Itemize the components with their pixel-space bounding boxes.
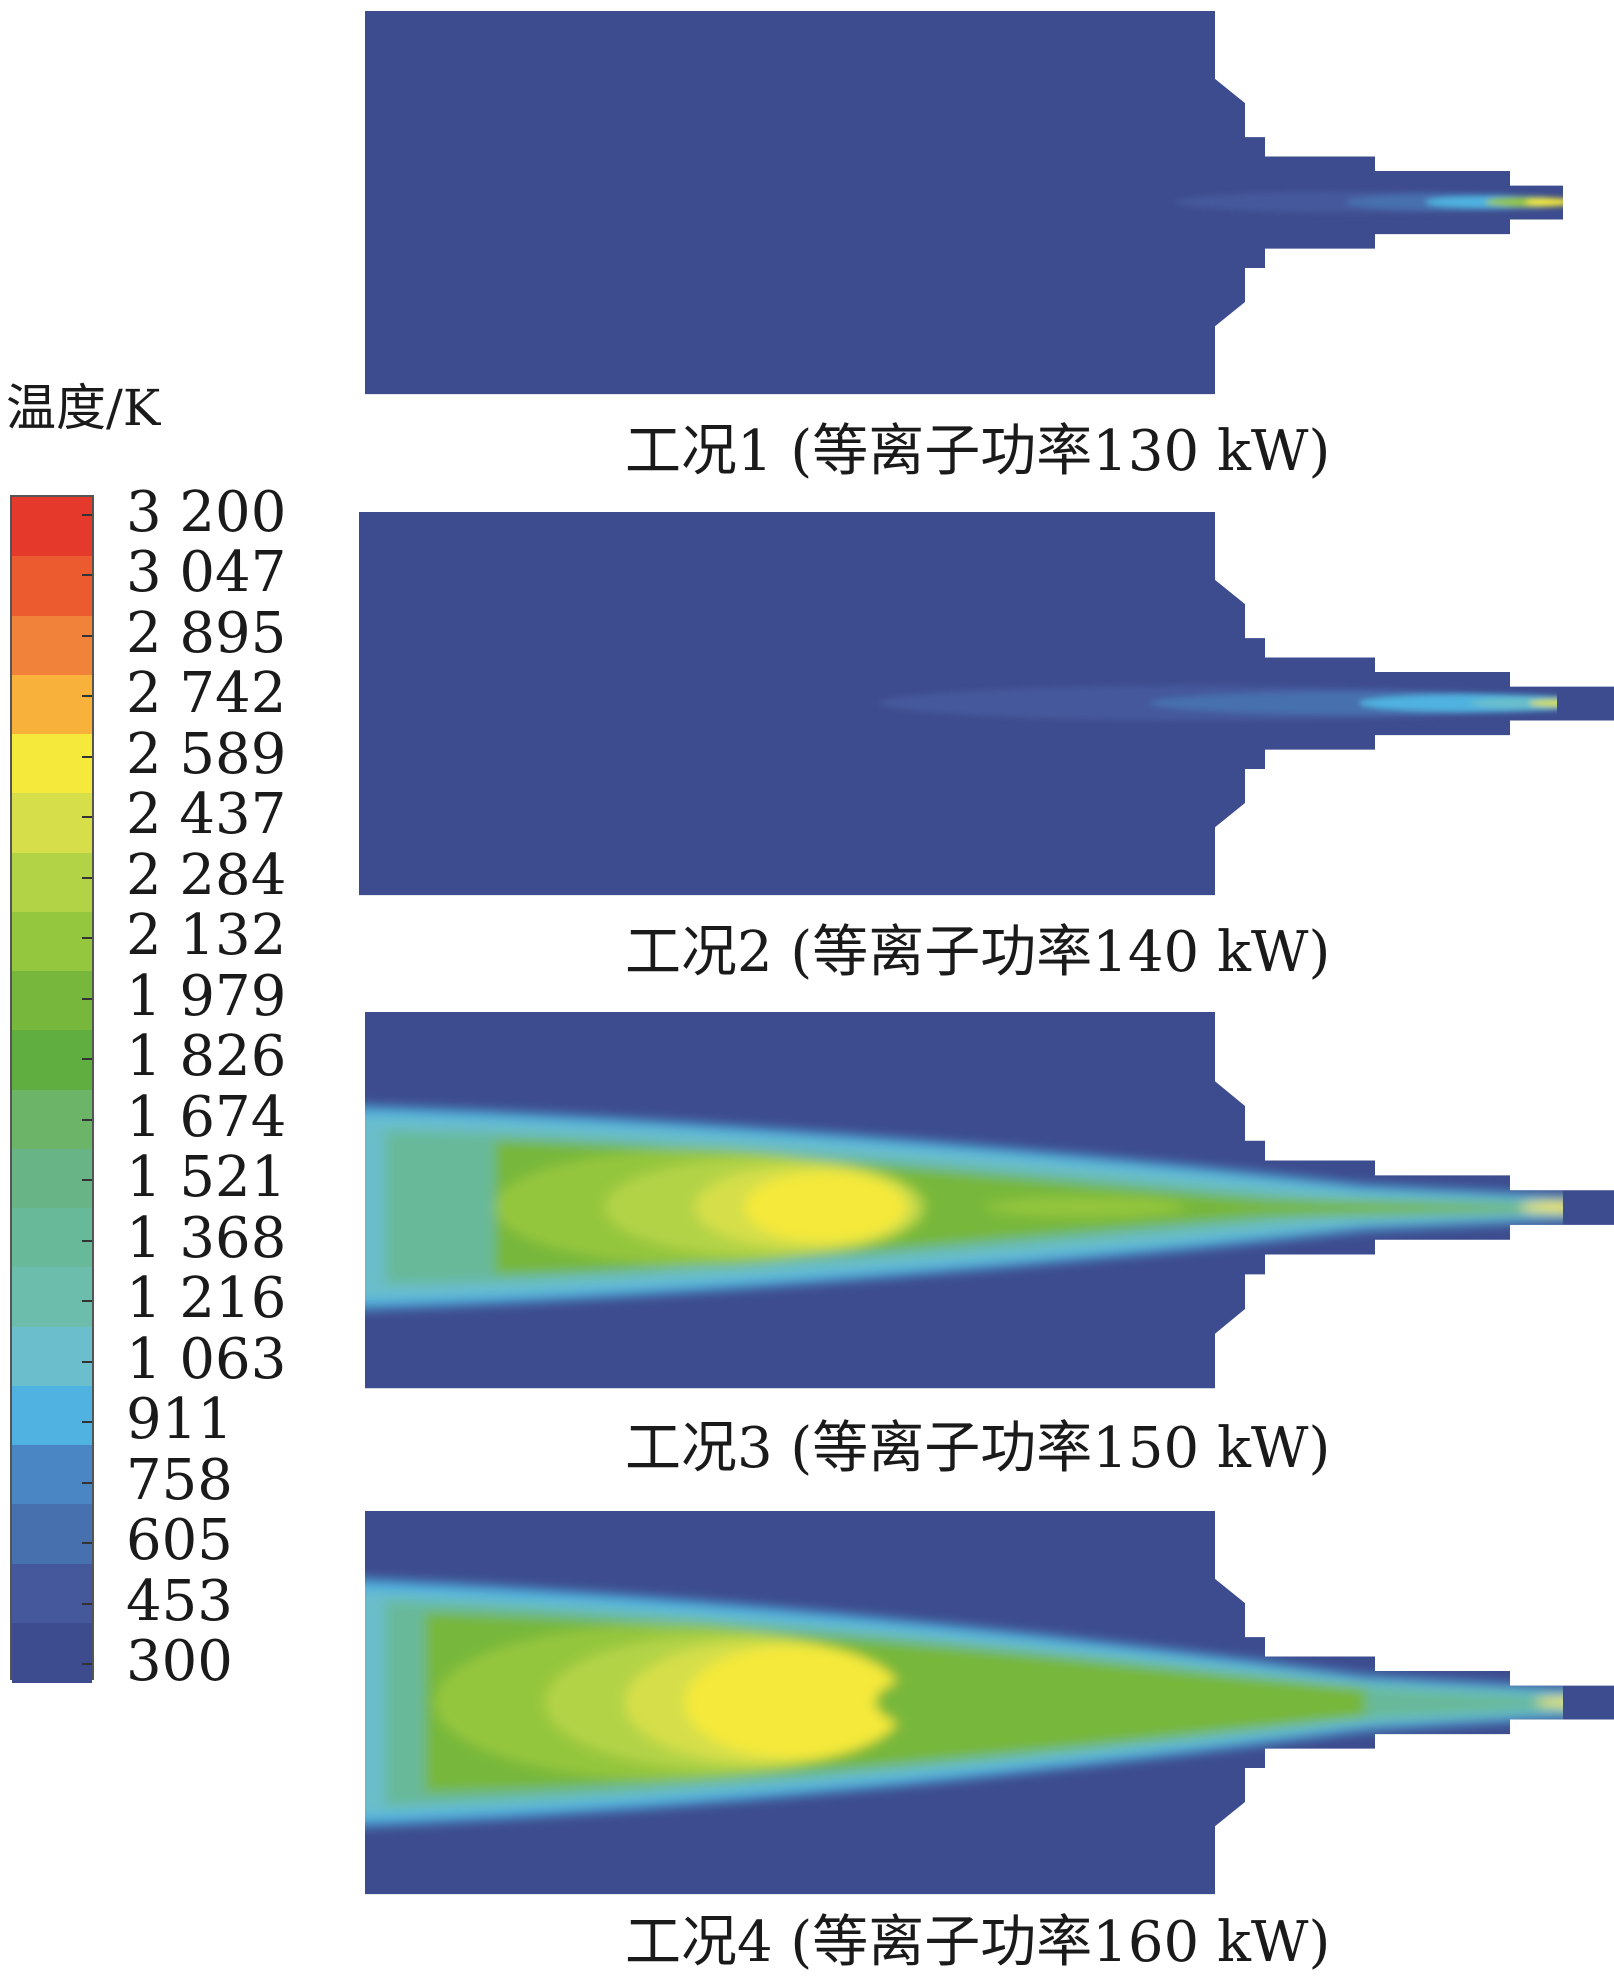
colorbar-swatch xyxy=(12,1622,92,1683)
case-1-label: 工况1 (等离子功率130 kW) xyxy=(625,419,1331,484)
colorbar-tick-label: 1 826 xyxy=(126,1024,287,1090)
colorbar-tick-label: 3 200 xyxy=(126,480,287,545)
colorbar-tick-label: 605 xyxy=(126,1508,233,1574)
colorbar-tick xyxy=(82,574,92,577)
colorbar-tick-label: 2 895 xyxy=(126,600,287,666)
case-3-label: 工况3 (等离子功率150 kW) xyxy=(625,1416,1331,1481)
colorbar-swatch xyxy=(12,793,92,854)
colorbar-tick-label: 1 368 xyxy=(126,1205,287,1271)
colorbar-tick-label: 2 284 xyxy=(126,842,287,908)
colorbar-swatch xyxy=(12,1148,92,1209)
colorbar-tick xyxy=(82,1179,92,1182)
case-3-temperature-field xyxy=(365,1012,1614,1389)
colorbar-tick-label: 1 674 xyxy=(126,1084,287,1150)
colorbar-tick-label: 758 xyxy=(126,1447,233,1513)
colorbar-tick-label: 2 437 xyxy=(126,782,287,848)
colorbar-tick xyxy=(82,634,92,637)
colorbar-tick xyxy=(82,1421,92,1424)
colorbar-tick xyxy=(82,1300,92,1303)
colorbar-tick-label: 2 132 xyxy=(126,903,287,969)
colorbar-tick-label: 3 047 xyxy=(126,540,287,606)
duct-outline xyxy=(365,11,1563,395)
colorbar-tick xyxy=(82,1239,92,1242)
colorbar-swatch xyxy=(12,1208,92,1269)
colorbar-tick-label: 1 216 xyxy=(126,1266,287,1332)
colorbar-tick-label: 1 063 xyxy=(126,1326,287,1392)
colorbar-tick xyxy=(82,695,92,698)
case-2-temperature-field xyxy=(359,512,1614,896)
colorbar-swatch xyxy=(12,1267,92,1328)
colorbar-tick-label: 1 521 xyxy=(126,1145,287,1211)
colorbar-tick-label: 2 589 xyxy=(126,721,287,787)
colorbar-tick xyxy=(82,876,92,879)
temperature-colorbar xyxy=(10,495,94,1683)
colorbar-swatch xyxy=(12,1445,92,1506)
colorbar-swatch xyxy=(12,911,92,972)
colorbar-swatch xyxy=(12,615,92,676)
case-2-label: 工况2 (等离子功率140 kW) xyxy=(625,920,1331,985)
colorbar-tick xyxy=(82,1058,92,1061)
colorbar-tick-label: 300 xyxy=(126,1629,233,1694)
colorbar-tick-label: 2 742 xyxy=(126,661,287,727)
colorbar-swatch xyxy=(12,1563,92,1624)
case-1-temperature-field xyxy=(365,11,1563,395)
colorbar-swatch xyxy=(12,852,92,913)
colorbar-tick-label: 911 xyxy=(126,1387,233,1453)
colorbar-swatch xyxy=(12,971,92,1032)
colorbar-tick xyxy=(82,937,92,940)
colorbar-swatch xyxy=(12,1326,92,1387)
colorbar-tick xyxy=(82,1663,92,1665)
colorbar-swatch xyxy=(12,497,92,558)
colorbar-tick xyxy=(82,1360,92,1363)
legend-title: 温度/K xyxy=(6,379,161,437)
colorbar-tick xyxy=(82,1481,92,1484)
colorbar-swatch xyxy=(12,674,92,735)
colorbar-swatch xyxy=(12,1030,92,1091)
colorbar-tick xyxy=(82,1602,92,1605)
colorbar-tick xyxy=(82,1118,92,1121)
colorbar-tick xyxy=(82,1542,92,1545)
case-4-temperature-field xyxy=(365,1511,1614,1895)
colorbar-swatch xyxy=(12,1089,92,1150)
colorbar-tick-label: 453 xyxy=(126,1568,233,1634)
colorbar-swatch xyxy=(12,1504,92,1565)
colorbar-tick xyxy=(82,997,92,1000)
colorbar-swatch xyxy=(12,556,92,617)
colorbar-tick-label: 1 979 xyxy=(126,963,287,1029)
colorbar-tick xyxy=(82,755,92,758)
colorbar-tick xyxy=(82,514,92,516)
colorbar-tick xyxy=(82,816,92,819)
colorbar-swatch xyxy=(12,1385,92,1446)
case-4-label: 工况4 (等离子功率160 kW) xyxy=(625,1910,1331,1975)
colorbar-swatch xyxy=(12,734,92,795)
